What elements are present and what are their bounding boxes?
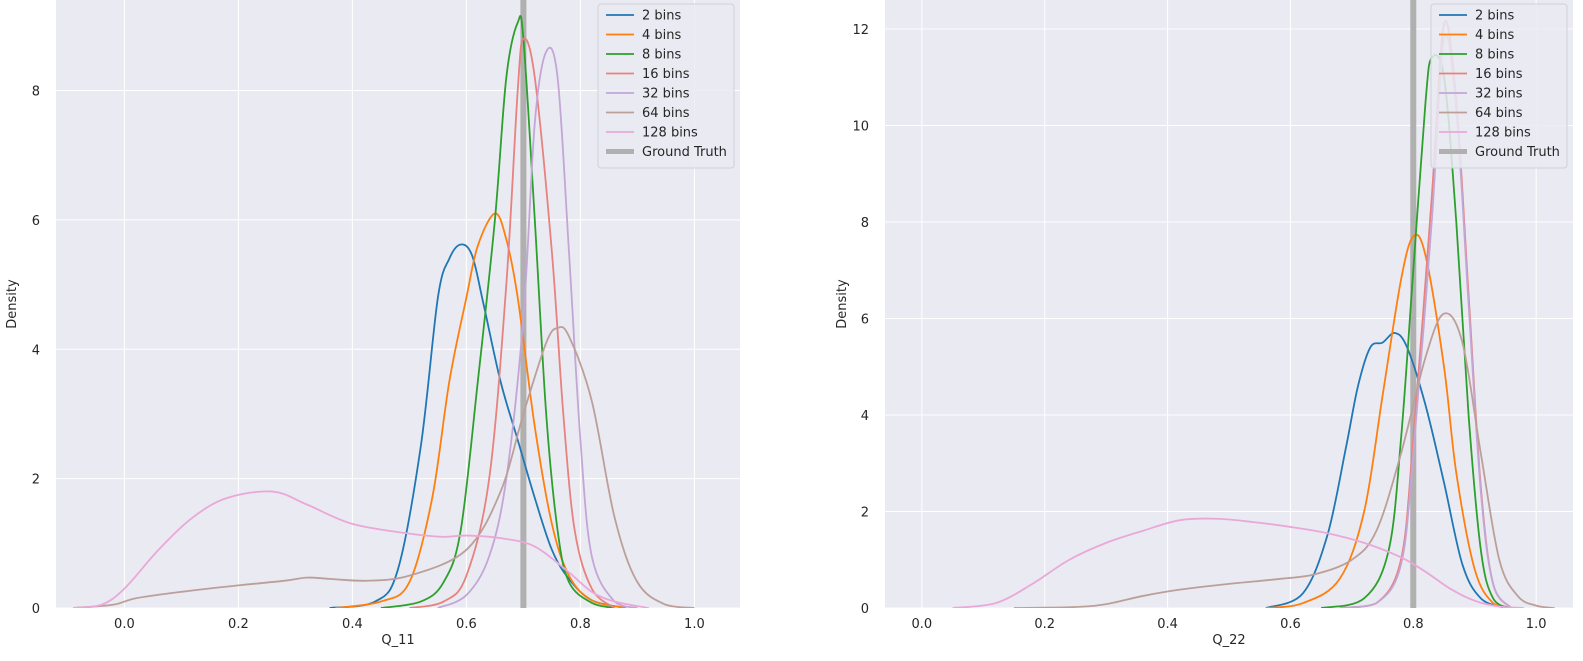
- x-tick-label: 1.0: [1526, 617, 1547, 632]
- x-axis-label: Q_11: [381, 633, 414, 648]
- x-tick-label: 0.8: [1403, 617, 1424, 632]
- x-tick-label: 0.2: [228, 617, 249, 632]
- x-tick-label: 0.4: [1157, 617, 1178, 632]
- x-tick-label: 0.6: [1280, 617, 1301, 632]
- x-tick-label: 0.2: [1034, 617, 1055, 632]
- x-tick-label: 0.0: [114, 617, 135, 632]
- legend-label: 32 bins: [642, 87, 690, 102]
- chart-panel-1: 0.0 0.2 0.4 0.6 0.8 1.0 0 2 4 6 8 Q_11 Density 2 bins…: [5, 0, 740, 648]
- legend-label: 8 bins: [642, 48, 682, 63]
- legend: 2 bins 4 bins 8 bins 16 bins 32 bins 64 bins 1…: [597, 3, 735, 169]
- y-tick-label: 10: [852, 119, 869, 134]
- density-line-64-bins: [73, 326, 695, 608]
- x-tick-label: 0.8: [570, 617, 591, 632]
- y-tick-label: 2: [32, 473, 40, 488]
- legend-label: 64 bins: [1475, 106, 1523, 121]
- legend-box: [597, 3, 735, 169]
- x-axis-label: Q_22: [1212, 633, 1245, 648]
- legend-label: Ground Truth: [642, 145, 727, 160]
- x-tick-label: 0.0: [912, 617, 933, 632]
- y-tick-label: 8: [861, 216, 869, 231]
- density-line-128-bins: [952, 517, 1524, 608]
- legend-label: 128 bins: [642, 126, 698, 141]
- legend-label: 4 bins: [1475, 28, 1515, 43]
- x-tick-label: 1.0: [684, 617, 705, 632]
- legend-label: 2 bins: [1475, 9, 1515, 24]
- y-tick-label: 6: [861, 312, 869, 327]
- y-tick-label: 12: [852, 23, 869, 38]
- legend-label: 4 bins: [642, 28, 682, 43]
- legend-label: 16 bins: [1475, 67, 1523, 82]
- legend-label: 64 bins: [642, 106, 690, 121]
- y-tick-label: 0: [32, 602, 40, 617]
- y-tick-label: 4: [861, 409, 869, 424]
- density-line-8-bins: [380, 15, 615, 608]
- legend-label: 128 bins: [1475, 126, 1531, 141]
- legend-label: 2 bins: [642, 9, 682, 24]
- density-line-32-bins: [437, 46, 638, 608]
- density-line-4-bins: [1265, 233, 1512, 608]
- density-line-128-bins: [72, 490, 649, 608]
- legend-box: [1430, 3, 1568, 169]
- density-line-64-bins: [1013, 312, 1555, 608]
- x-tick-label: 0.4: [342, 617, 363, 632]
- legend-label: 32 bins: [1475, 87, 1523, 102]
- y-tick-label: 0: [861, 602, 869, 617]
- y-axis-label: Density: [835, 279, 850, 329]
- density-line-16-bins: [409, 37, 616, 608]
- plot-lines: [72, 0, 695, 608]
- y-tick-label: 2: [861, 505, 869, 520]
- y-tick-label: 4: [32, 343, 40, 358]
- y-tick-label: 6: [32, 214, 40, 229]
- x-tick-label: 0.6: [456, 617, 477, 632]
- chart-panel-2: 0.0 0.2 0.4 0.6 0.8 1.0 0 2 4 6 8 10 12 Q_22 Density 2 …: [835, 0, 1573, 648]
- legend-label: Ground Truth: [1475, 145, 1560, 160]
- y-axis-label: Density: [5, 279, 20, 329]
- legend-label: 16 bins: [642, 67, 690, 82]
- density-line-2-bins: [1265, 332, 1506, 608]
- density-line-2-bins: [329, 243, 627, 608]
- y-tick-label: 8: [32, 85, 40, 100]
- legend-label: 8 bins: [1475, 48, 1515, 63]
- legend: 2 bins 4 bins 8 bins 16 bins 32 bins 64 bins 1…: [1430, 3, 1568, 169]
